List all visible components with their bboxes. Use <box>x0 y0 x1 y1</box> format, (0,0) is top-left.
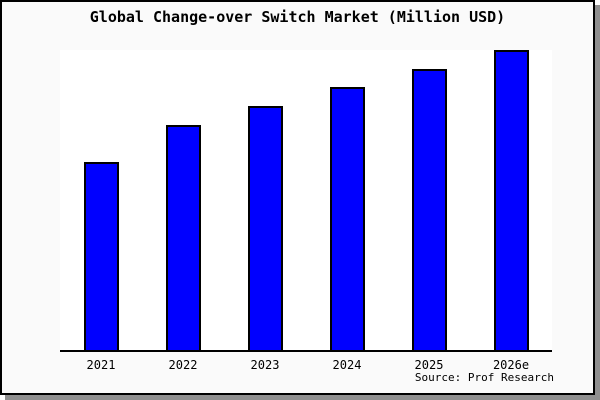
chart-frame: Global Change-over Switch Market (Millio… <box>0 0 595 395</box>
bar-2025 <box>411 69 447 350</box>
x-tick-label-2022: 2022 <box>168 358 198 372</box>
bar-2026e <box>493 50 529 350</box>
bar-2023 <box>247 106 283 350</box>
x-axis-labels: 2021 2022 2023 2024 2025 2026e <box>60 358 552 374</box>
x-tick-label-2026e: 2026e <box>492 358 530 372</box>
x-tick-label-2021: 2021 <box>86 358 116 372</box>
bar-2021 <box>83 162 119 350</box>
source-note: Source: Prof Research <box>414 371 554 384</box>
plot-area <box>60 50 552 352</box>
x-tick-label-2023: 2023 <box>250 358 280 372</box>
x-tick-label-2025: 2025 <box>414 358 444 372</box>
bar-2024 <box>329 87 365 350</box>
x-tick-label-2024: 2024 <box>332 358 362 372</box>
chart-title: Global Change-over Switch Market (Millio… <box>89 8 506 26</box>
bar-2022 <box>165 125 201 350</box>
